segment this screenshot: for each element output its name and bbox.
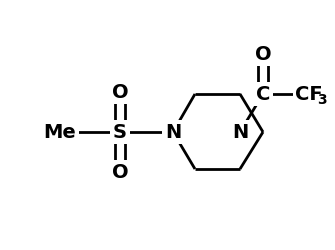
Text: Me: Me xyxy=(44,123,76,142)
Text: S: S xyxy=(113,123,127,142)
Text: O: O xyxy=(255,45,271,64)
Text: C: C xyxy=(256,85,270,104)
Text: 3: 3 xyxy=(317,93,327,106)
Text: O: O xyxy=(112,163,128,182)
Text: N: N xyxy=(165,123,181,142)
Text: CF: CF xyxy=(295,85,323,104)
Text: N: N xyxy=(232,123,248,142)
Text: O: O xyxy=(112,83,128,102)
